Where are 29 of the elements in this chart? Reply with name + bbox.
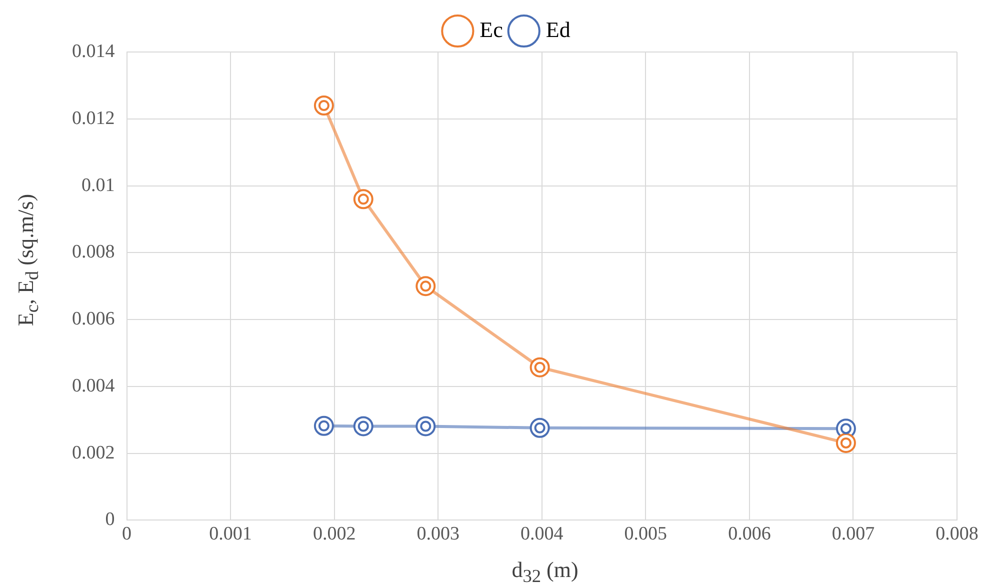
x-axis-title: d$_{32}$ (m) [512, 556, 578, 587]
y-tick-label: 0 [105, 509, 115, 530]
point [314, 96, 334, 116]
x-tick-label: 0.005 [624, 524, 668, 545]
x-tick-label: 0.001 [209, 524, 252, 545]
y-tick-label: 0.01 [82, 174, 115, 196]
x-tick-label: 0.006 [728, 524, 771, 545]
x-tick-label: 0.008 [936, 524, 978, 545]
point [530, 357, 550, 378]
point [530, 418, 550, 438]
point [416, 276, 436, 296]
y-tick-label: 0.006 [72, 308, 115, 330]
point [416, 416, 436, 436]
x-tick-label: 0 [122, 524, 132, 545]
x-tick-label: 0.002 [312, 524, 356, 545]
y-tick-label: 0.014 [72, 40, 116, 62]
point [353, 189, 374, 210]
y-tick-label: 0.002 [72, 442, 115, 464]
y-tick-label: 0.004 [72, 375, 116, 396]
y-tick-label: 0.012 [72, 108, 115, 129]
legend-label: Ec [480, 16, 504, 42]
point [836, 432, 856, 453]
y-tick-label: 0.008 [72, 242, 115, 263]
point [314, 416, 334, 436]
x-tick-label: 0.004 [520, 524, 564, 545]
x-tick-label: 0.007 [832, 524, 875, 545]
legend-label: Ed [546, 16, 570, 42]
point [353, 416, 374, 436]
x-tick-label: 0.003 [416, 524, 460, 545]
